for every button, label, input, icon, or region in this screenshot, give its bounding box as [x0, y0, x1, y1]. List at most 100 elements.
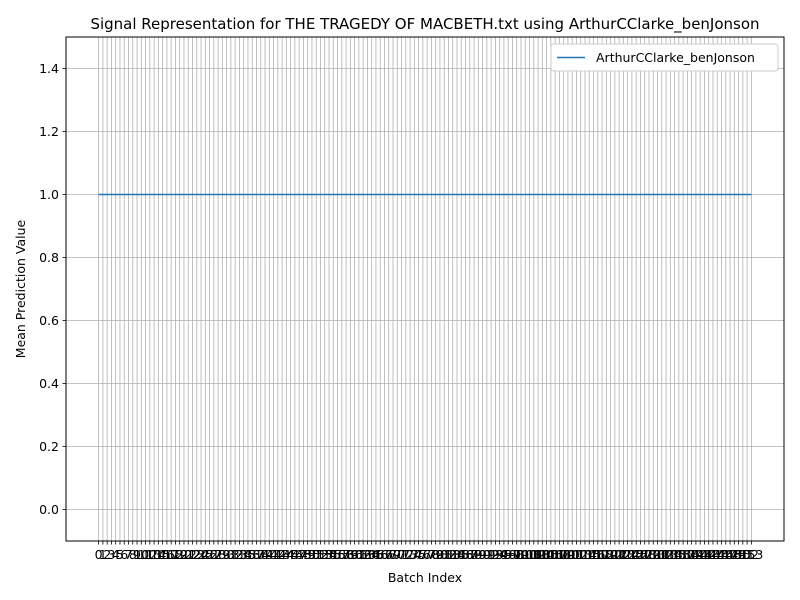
x-tick-label: 26 [202, 547, 218, 562]
x-tick-label: 149 [722, 547, 746, 562]
x-tick-label: 14 [150, 547, 166, 562]
x-tick-label: 73 [402, 547, 418, 562]
x-tick-label: 124 [616, 547, 640, 562]
x-tick-label: 113 [569, 547, 593, 562]
x-tick-label: 53 [317, 547, 333, 562]
x-tick-label: 37 [249, 547, 265, 562]
x-tick-label: 50 [304, 547, 320, 562]
x-tick-label: 80 [432, 547, 448, 562]
x-tick-label: 98 [509, 547, 525, 562]
x-tick-label: 92 [483, 547, 499, 562]
x-tick-label: 78 [423, 547, 439, 562]
x-tick-label: 67 [377, 547, 393, 562]
x-tick-label: 63 [359, 547, 375, 562]
y-tick-label: 1.4 [39, 61, 59, 76]
x-tick-label: 46 [287, 547, 303, 562]
chart-title: Signal Representation for THE TRAGEDY OF… [90, 15, 759, 34]
x-tick-label: 48 [295, 547, 311, 562]
x-tick-label: 47 [291, 547, 307, 562]
x-tick-label: 72 [398, 547, 414, 562]
x-tick-label: 117 [586, 547, 610, 562]
x-tick-label: 24 [193, 547, 209, 562]
x-tick-label: 16 [159, 547, 175, 562]
x-tick-label: 0 [95, 547, 103, 562]
x-tick-label: 4 [112, 547, 120, 562]
x-axis-label: Batch Index [388, 570, 462, 585]
x-tick-label: 131 [646, 547, 670, 562]
x-tick-label: 31 [223, 547, 239, 562]
x-tick-label: 121 [603, 547, 627, 562]
x-tick-label: 150 [727, 547, 751, 562]
x-tick-label: 130 [641, 547, 665, 562]
x-tick-label: 60 [347, 547, 363, 562]
x-tick-label: 135 [663, 547, 687, 562]
x-tick-label: 58 [338, 547, 354, 562]
x-tick-label: 33 [231, 547, 247, 562]
x-tick-label: 103 [526, 547, 550, 562]
x-tick-label: 1 [99, 547, 107, 562]
x-tick-label: 77 [419, 547, 435, 562]
x-tick-label: 20 [176, 547, 192, 562]
x-tick-label: 108 [547, 547, 571, 562]
x-tick-label: 89 [470, 547, 486, 562]
x-tick-label: 107 [543, 547, 567, 562]
x-tick-label: 15 [155, 547, 171, 562]
x-tick-label: 55 [325, 547, 341, 562]
x-tick-label: 23 [189, 547, 205, 562]
grid [66, 37, 784, 541]
x-tick-label: 68 [381, 547, 397, 562]
x-tick-label: 99 [513, 547, 529, 562]
x-tick-label: 96 [500, 547, 516, 562]
x-tick-label: 148 [718, 547, 742, 562]
x-tick-label: 49 [300, 547, 316, 562]
x-tick-label: 79 [428, 547, 444, 562]
x-tick-label: 6 [120, 547, 128, 562]
x-tick-label: 90 [475, 547, 491, 562]
x-tick-label: 64 [364, 547, 380, 562]
x-tick-label: 8 [129, 547, 137, 562]
x-axis-ticks: 0123456789101112131415161718192021222324… [95, 541, 763, 562]
y-axis-ticks: 0.0 0.2 0.4 0.6 0.8 1.0 1.2 1.4 [39, 61, 66, 517]
x-tick-label: 112 [565, 547, 589, 562]
x-tick-label: 13 [146, 547, 162, 562]
x-tick-label: 151 [731, 547, 755, 562]
x-tick-label: 119 [594, 547, 618, 562]
x-tick-label: 57 [334, 547, 350, 562]
y-tick-label: 1.2 [39, 124, 59, 139]
x-tick-label: 115 [577, 547, 601, 562]
x-tick-label: 9 [133, 547, 141, 562]
legend-box [550, 43, 779, 72]
x-tick-label: 123 [611, 547, 635, 562]
x-tick-label: 128 [633, 547, 657, 562]
x-tick-label: 76 [415, 547, 431, 562]
x-tick-label: 21 [180, 547, 196, 562]
x-tick-label: 2 [103, 547, 111, 562]
x-tick-label: 71 [394, 547, 410, 562]
x-tick-label: 3 [107, 547, 115, 562]
x-tick-label: 17 [163, 547, 179, 562]
x-tick-label: 147 [714, 547, 738, 562]
x-tick-label: 109 [552, 547, 576, 562]
x-tick-label: 36 [244, 547, 260, 562]
x-tick-label: 93 [487, 547, 503, 562]
x-tick-label: 125 [620, 547, 644, 562]
x-tick-label: 146 [710, 547, 734, 562]
x-tick-label: 29 [214, 547, 230, 562]
x-tick-label: 7 [125, 547, 133, 562]
x-tick-label: 101 [518, 547, 542, 562]
x-tick-label: 127 [629, 547, 653, 562]
x-tick-label: 62 [355, 547, 371, 562]
x-tick-label: 142 [693, 547, 717, 562]
x-tick-label: 122 [607, 547, 631, 562]
x-tick-label: 28 [210, 547, 226, 562]
x-tick-label: 86 [458, 547, 474, 562]
x-tick-label: 61 [351, 547, 367, 562]
x-tick-label: 129 [637, 547, 661, 562]
y-tick-label: 0.4 [39, 376, 59, 391]
x-tick-label: 102 [522, 547, 546, 562]
x-tick-label: 120 [599, 547, 623, 562]
x-tick-label: 44 [278, 547, 294, 562]
x-tick-label: 144 [701, 547, 725, 562]
x-tick-label: 56 [330, 547, 346, 562]
